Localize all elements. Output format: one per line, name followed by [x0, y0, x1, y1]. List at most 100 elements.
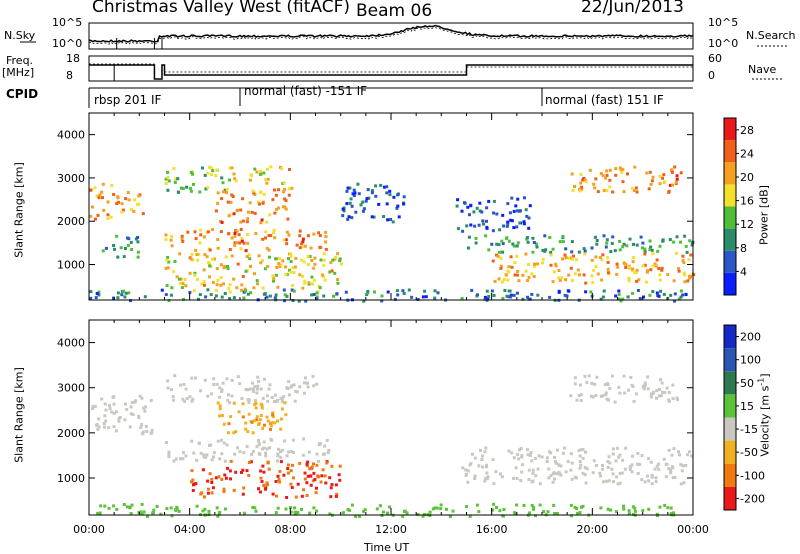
nave-label: Nave	[748, 63, 777, 76]
power-band-13	[89, 288, 688, 303]
velocity-colorbar-tick-1: 100	[740, 354, 761, 367]
power-colorbar-tick-5: 24	[740, 147, 754, 160]
velocity-colorbar-tick-6: -100	[740, 469, 765, 482]
station-title: Christmas Valley West (fitACF)	[92, 0, 351, 17]
velocity-colorbar-tick-4: -15	[740, 423, 758, 436]
time-xtick-label-2: 08:00	[274, 523, 306, 536]
velocity-band-4	[190, 459, 342, 499]
velocity-colorbar-tick-0: 200	[740, 331, 761, 344]
velocity-colorbar-swatch-6	[724, 463, 736, 487]
velocity-band-3	[216, 401, 288, 435]
velocity-unit-end: ]	[758, 373, 772, 378]
nave-tick-top: 60	[708, 52, 722, 65]
power-band-12	[570, 165, 683, 194]
velocity-ylabel: Slant Range [km]	[12, 367, 26, 463]
velocity-colorbar-swatch-5	[724, 440, 736, 464]
velocity-colorbar-tick-2: 50	[740, 377, 754, 390]
velocity-band-2	[166, 374, 319, 405]
velocity-band-6	[569, 374, 679, 404]
frequency-line	[89, 64, 693, 80]
power-colorbar-swatch-3	[724, 206, 736, 229]
time-xtick-label-3: 12:00	[375, 523, 407, 536]
power-colorbar-frame	[723, 117, 737, 296]
power-colorbar-swatch-7	[724, 118, 736, 141]
power-colorbar-swatch-4	[724, 184, 736, 207]
velocity-unit-main: Velocity [m s	[758, 385, 772, 457]
freq-tick-bottom: 8	[66, 69, 73, 82]
velocity-ytick-label-1: 2000	[57, 427, 85, 440]
noise-left-tick-top: 10^5	[52, 16, 83, 29]
beam-label: Beam 06	[356, 1, 433, 21]
velocity-frame	[88, 319, 694, 516]
velocity-colorbar-label: Velocity [m s-1]	[757, 373, 772, 456]
freq-panel-frame	[88, 55, 694, 82]
velocity-ytick-label-2: 3000	[57, 382, 85, 395]
time-xtick-label-5: 20:00	[576, 523, 608, 536]
velocity-colorbar-swatch-0	[724, 325, 736, 349]
power-colorbar-swatch-1	[724, 250, 736, 273]
velocity-ytick-label-0: 1000	[57, 472, 85, 485]
power-band-3	[164, 165, 227, 194]
velocity-colorbar-frame	[723, 324, 737, 511]
velocity-colorbar-swatch-4	[724, 417, 736, 441]
power-colorbar-tick-1: 8	[740, 242, 747, 255]
power-band-0	[89, 182, 120, 221]
velocity-band-0	[91, 394, 154, 436]
nsearch-label: N.Search	[746, 29, 796, 42]
power-colorbar-label: Power [dB]	[757, 185, 771, 245]
power-band-1	[117, 191, 145, 216]
power-colorbar-swatch-2	[724, 228, 736, 251]
power-ytick-label-2: 3000	[57, 172, 85, 185]
power-band-10	[467, 234, 695, 254]
noise-sky-line	[88, 24, 694, 43]
power-frame	[88, 112, 694, 301]
cpid-segment-1: rbsp 201 IF	[94, 93, 162, 107]
velocity-colorbar-tick-3: 15	[740, 400, 754, 413]
date-label: 22/Jun/2013	[581, 0, 684, 17]
power-colorbar-tick-0: 4	[740, 265, 747, 278]
velocity-colorbar-tick-7: -200	[740, 492, 765, 505]
power-band-5	[164, 228, 328, 253]
velocity-unit-exponent: -1	[756, 377, 766, 386]
nsky-label: N.Sky	[4, 29, 36, 42]
power-colorbar-swatch-0	[724, 272, 736, 295]
power-band-9	[455, 196, 532, 233]
velocity-band-7	[96, 502, 676, 518]
time-xtick-label-1: 04:00	[174, 523, 206, 536]
power-band-11	[491, 251, 696, 285]
power-ytick-label-1: 2000	[57, 215, 85, 228]
power-colorbar-swatch-5	[724, 162, 736, 185]
power-band-6	[214, 186, 294, 225]
time-xtick-label-4: 16:00	[476, 523, 508, 536]
time-xtick-label-6: 00:00	[677, 523, 709, 536]
time-xtick-label-0: 00:00	[73, 523, 105, 536]
velocity-colorbar-swatch-7	[724, 486, 736, 510]
velocity-band-1	[165, 437, 331, 463]
noise-search-line	[88, 27, 694, 45]
velocity-heatmap	[91, 374, 694, 518]
power-colorbar-tick-3: 16	[740, 195, 754, 208]
power-heatmap	[89, 165, 696, 303]
power-band-2	[101, 234, 140, 259]
velocity-colorbar-swatch-2	[724, 371, 736, 395]
cpid-segment-2: normal (fast) -151 IF	[244, 84, 368, 98]
noise-right-tick-bottom: 10^0	[708, 37, 739, 50]
power-band-7	[164, 252, 343, 294]
power-band-4	[228, 165, 291, 185]
noise-left-tick-bottom: 10^0	[52, 37, 83, 50]
power-colorbar-swatch-6	[724, 140, 736, 163]
nave-line	[89, 63, 693, 73]
power-colorbar-tick-2: 12	[740, 218, 754, 231]
time-xlabel: Time UT	[364, 541, 410, 554]
velocity-ytick-label-3: 4000	[57, 337, 85, 350]
power-colorbar-tick-4: 20	[740, 171, 754, 184]
power-ytick-label-0: 1000	[57, 259, 85, 272]
power-ylabel: Slant Range [km]	[12, 162, 26, 258]
velocity-colorbar-swatch-1	[724, 348, 736, 372]
freq-label: Freq.	[6, 54, 34, 67]
noise-right-tick-top: 10^5	[708, 16, 739, 29]
velocity-colorbar-swatch-3	[724, 394, 736, 418]
power-ytick-label-3: 4000	[57, 129, 85, 142]
freq-tick-top: 18	[66, 52, 80, 65]
